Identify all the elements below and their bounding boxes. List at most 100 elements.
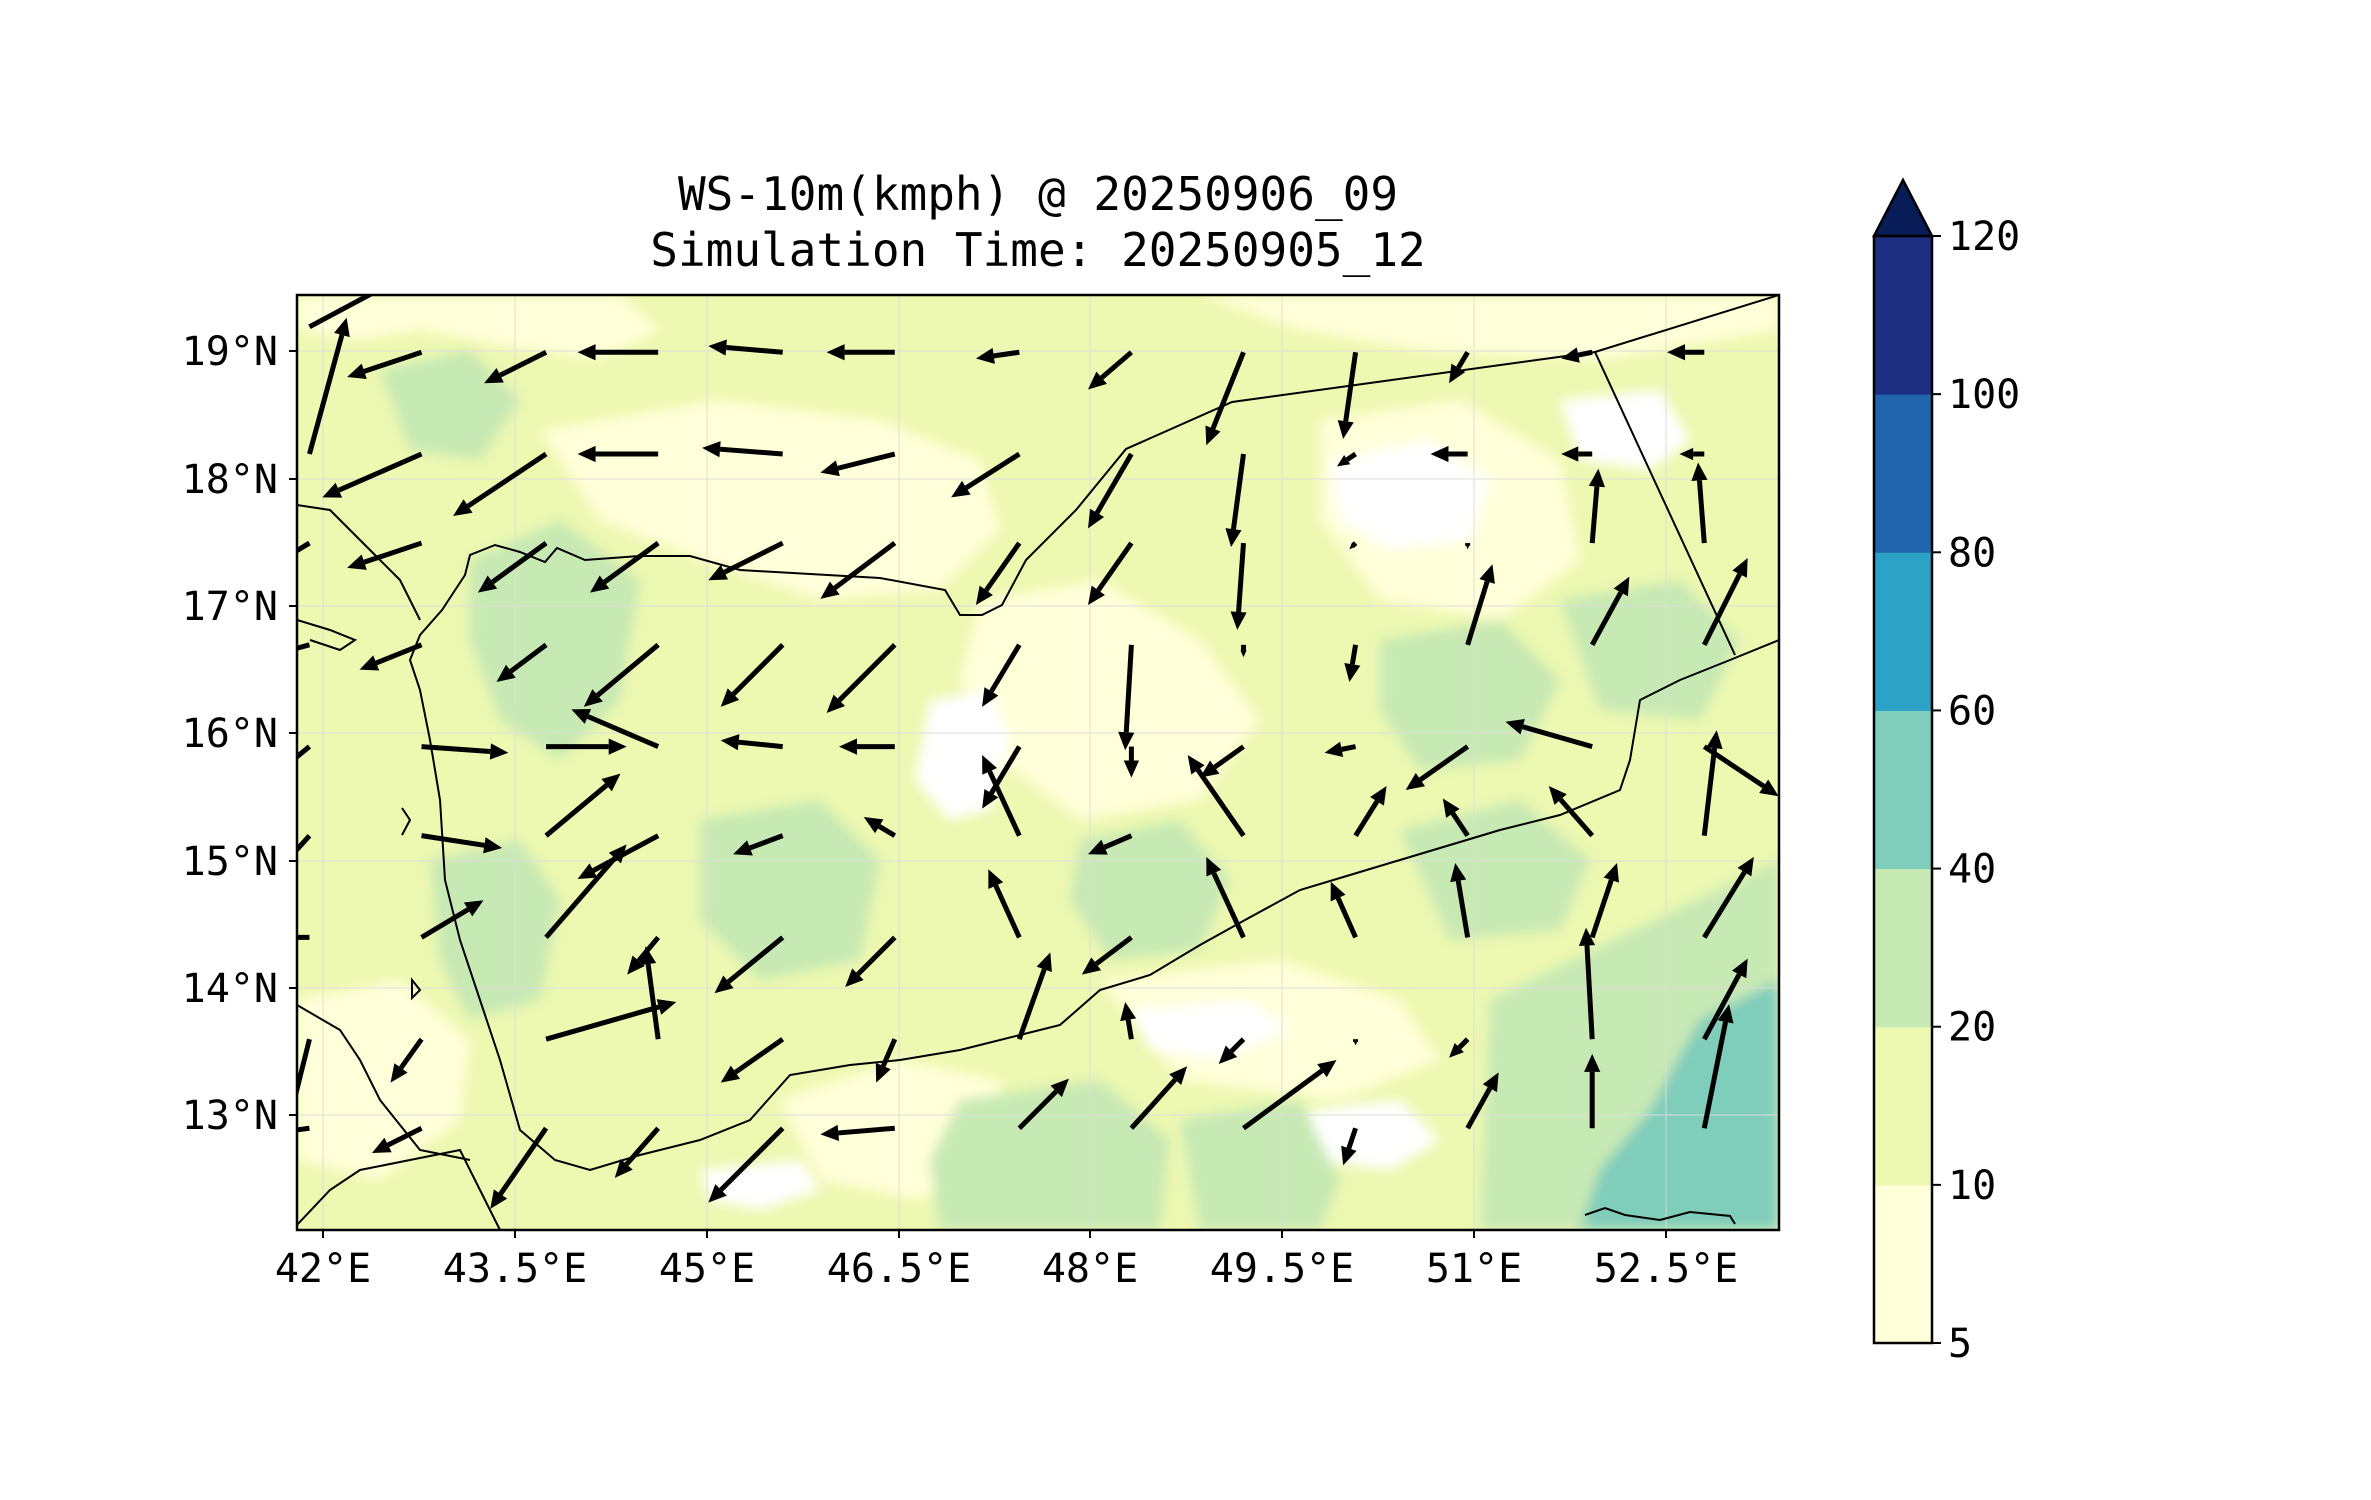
wind-arrow-shaft [421, 833, 485, 848]
wind-arrow-head [1344, 662, 1361, 683]
wind-arrow-head [608, 844, 627, 864]
wind-arrow [453, 451, 548, 517]
wind-arrow-head [1737, 856, 1754, 877]
wind-arrow-head [708, 1184, 727, 1203]
wind-arrow [1242, 1060, 1337, 1131]
colorbar: 5 10 20 40 60 80 100 120 [1871, 177, 2020, 1367]
wind-arrow [627, 935, 661, 975]
map-title-line-2: Simulation Time: 20250905_12 [650, 223, 1425, 277]
wind-arrow-shaft [837, 451, 896, 471]
wind-arrow-head [1717, 1004, 1734, 1024]
colorbar-tick-label: 120 [1948, 214, 2020, 260]
wind-arrow-head [608, 738, 627, 755]
colorbar-ticks: 5 10 20 40 60 80 100 120 [1932, 214, 2020, 1367]
x-tick-42E: 42°E [275, 1230, 371, 1292]
wind-arrow [1081, 935, 1133, 975]
wind-arrow-head [453, 499, 473, 517]
wind-arrow [1129, 1066, 1188, 1130]
wind-arrow-head [1230, 611, 1247, 630]
wind-arrow-shaft [363, 540, 423, 565]
wind-arrow-head [863, 817, 884, 834]
wind-arrow [347, 540, 423, 570]
wind-arrow-head [1603, 863, 1619, 883]
wind-arrow-head [241, 785, 260, 803]
wind-arrow-shaft [1589, 591, 1623, 647]
wind-arrow-head [1405, 773, 1426, 790]
wind-arrow-shaft [624, 1126, 661, 1166]
wind-arrow-head [1187, 755, 1205, 775]
wind-arrow-shaft [838, 1125, 895, 1136]
x-tick-label: 46.5°E [827, 1246, 972, 1292]
colorbar-band [1874, 1026, 1932, 1186]
x-tick-label: 51°E [1426, 1246, 1522, 1292]
wind-arrow [484, 350, 548, 384]
wind-arrow-shaft [993, 349, 1020, 359]
wind-arrow-shaft [1465, 1086, 1493, 1130]
wind-arrow-shaft [1701, 1021, 1728, 1129]
wind-arrow-shaft [1702, 973, 1742, 1041]
y-tick-15N: 15°N [182, 839, 297, 885]
colorbar-band [1874, 1184, 1932, 1344]
wind-arrow-shaft [1123, 644, 1134, 733]
wind-arrow-head [975, 585, 993, 606]
wind-arrow-shaft [499, 350, 548, 378]
wind-arrow [1088, 350, 1134, 390]
wind-arrow [1430, 445, 1468, 463]
wind-arrow-shaft [1558, 797, 1595, 838]
wind-arrow-head [601, 773, 621, 792]
x-tick-51E: 51°E [1426, 1230, 1522, 1292]
wind-arrow-head [390, 1063, 408, 1083]
wind-arrow-shaft [645, 963, 661, 1040]
wind-arrow [875, 1038, 898, 1083]
wind-arrow [544, 844, 627, 940]
wind-arrow [577, 445, 659, 463]
wind-arrow-shaft [723, 540, 784, 575]
wind-arrow-shaft [1335, 897, 1358, 939]
wind-arrow-head [359, 655, 380, 671]
wind-arrow-shaft [1577, 349, 1593, 358]
wind-arrow-head [1561, 347, 1580, 363]
wind-arrow [820, 1124, 895, 1142]
wind-arrow [1187, 755, 1246, 838]
wind-arrow [1017, 1078, 1069, 1130]
wind-arrow [845, 935, 897, 988]
wind-arrow-head [656, 999, 677, 1015]
wind-arrow [281, 1038, 312, 1138]
wind-arrow [421, 833, 503, 854]
colorbar-tick-label: 80 [1948, 530, 1996, 576]
wind-arrow-head [477, 575, 498, 593]
x-tick-45E: 45°E [659, 1230, 755, 1292]
wind-arrow-head [838, 738, 857, 755]
wind-arrow [1206, 856, 1246, 939]
wind-arrow-head [1330, 881, 1346, 902]
wind-arrow [720, 643, 785, 707]
wind-arrow-head [1123, 760, 1140, 778]
wind-arrow-shaft [734, 1037, 785, 1075]
wind-arrow-head [583, 689, 603, 707]
wind-arrow-shaft [545, 1004, 660, 1042]
wind-arrow-head [281, 1119, 297, 1138]
wind-arrow [708, 540, 784, 581]
wind-arrow-shaft [337, 451, 423, 493]
wind-arrow-head [1679, 447, 1694, 461]
x-tick-43-5E: 43.5°E [443, 1230, 587, 1292]
wind-arrow [1230, 542, 1247, 630]
wind-arrow-head [1706, 730, 1723, 750]
wind-arrow [1578, 927, 1596, 1040]
wind-arrow-shaft [833, 541, 897, 591]
wind-arrow [1548, 786, 1595, 838]
wind-arrow-shaft [1353, 799, 1380, 837]
x-tick-48E: 48°E [1042, 1230, 1138, 1292]
wind-arrow-shaft [544, 856, 617, 940]
wind-arrow-head [720, 734, 740, 751]
wind-arrow [1702, 856, 1754, 939]
wind-arrow [322, 451, 423, 498]
wind-arrow [708, 1126, 785, 1203]
x-tick-49-5E: 49.5°E [1210, 1230, 1354, 1292]
wind-arrow-shaft [1017, 1089, 1058, 1130]
wind-arrow-shaft [595, 642, 660, 698]
wind-arrow-head [826, 694, 846, 714]
map-frame [295, 293, 1781, 1232]
wind-arrow [1465, 543, 1471, 550]
wind-arrow [982, 755, 1022, 837]
